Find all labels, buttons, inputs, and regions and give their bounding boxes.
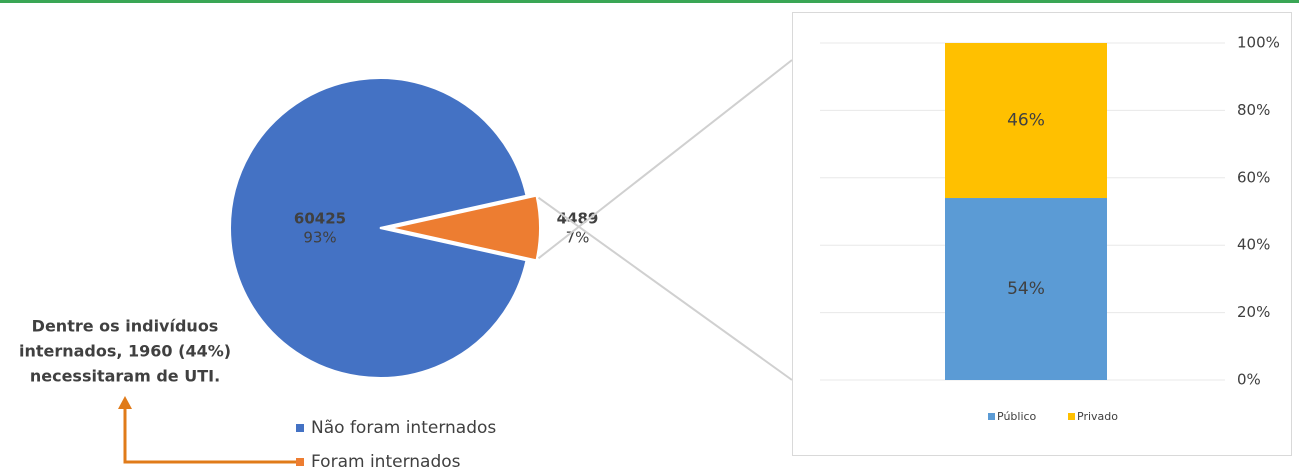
legend-swatch [988,413,995,420]
legend-label: Público [997,410,1037,423]
connector [537,196,793,381]
legend-label: Foram internados [311,452,461,470]
legend-swatch [296,424,304,432]
y-tick-label: 0% [1237,371,1261,389]
arrow-head [118,396,132,409]
pie-slice [389,194,541,262]
y-tick-label: 80% [1237,101,1270,119]
y-tick-label: 20% [1237,303,1270,321]
annotation: necessitaram de UTI. [30,367,220,386]
bar-label: 46% [1007,111,1045,131]
slice-value: 4489 [557,210,599,228]
legend-swatch [1068,413,1075,420]
slice-percent: 93% [303,229,336,247]
annotation-arrow [123,407,296,464]
y-tick-label: 60% [1237,168,1270,186]
bar-segment [945,198,1107,380]
bar-label: 54% [1007,279,1045,299]
connector [537,59,793,260]
legend-label: Não foram internados [311,418,496,438]
annotation: Dentre os indivíduos [32,317,219,336]
y-tick-label: 100% [1237,34,1280,52]
slice-value: 60425 [294,210,346,228]
annotation: internados, 1960 (44%) [19,342,231,361]
legend-label: Privado [1077,410,1118,423]
pie-slice [229,77,528,379]
y-tick-label: 40% [1237,236,1270,254]
bar-segment [945,43,1107,199]
legend-swatch [296,458,304,466]
